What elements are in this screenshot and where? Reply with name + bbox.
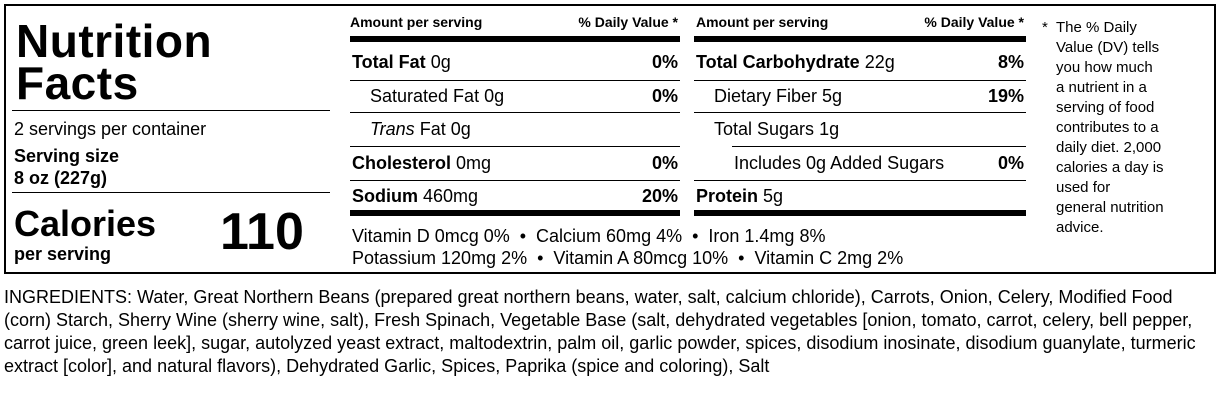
nutrient-amount: 0mg <box>456 153 492 173</box>
divider <box>694 180 1026 181</box>
added-sugars-row: Includes 0g Added Sugars <box>734 153 944 173</box>
nutrient-amount: 460mg <box>423 186 479 206</box>
nutrient-name: Total Carbohydrate <box>696 52 860 72</box>
ingredients-text: INGREDIENTS: Water, Great Northern Beans… <box>4 287 1196 376</box>
footnote-line: advice. <box>1056 219 1104 236</box>
divider <box>694 80 1026 81</box>
divider <box>350 112 680 113</box>
nutrient-name: Protein <box>696 186 759 206</box>
calories-value: 110 <box>220 203 304 261</box>
nutrient-name: Fat <box>419 119 446 139</box>
calories-per-serving: per serving <box>14 244 112 264</box>
amount-header: Amount per serving <box>696 14 829 30</box>
footnote-line: Value (DV) tells <box>1056 39 1160 56</box>
nutrient-amount: 0g <box>484 86 505 106</box>
title-line-1: Nutrition <box>16 15 213 67</box>
cholesterol-dv: 0% <box>651 153 678 173</box>
divider <box>350 80 680 81</box>
nutrient-name: Total Fat <box>352 52 426 72</box>
thick-rule <box>350 210 680 216</box>
total-carbohydrate-row: Total Carbohydrate 22g <box>696 52 895 72</box>
footnote-line: general nutrition <box>1056 199 1164 216</box>
divider <box>694 112 1026 113</box>
nutrient-amount: 5g <box>763 186 784 206</box>
vitamins-line-1: Vitamin D 0mcg 0% • Calcium 60mg 4% • Ir… <box>352 226 826 246</box>
nutrient-name: Saturated Fat <box>370 86 480 106</box>
calories-label: Calories <box>14 203 157 244</box>
title-line-2: Facts <box>16 57 139 109</box>
daily-value-header: % Daily Value * <box>578 14 678 30</box>
nutrient-name-italic: Trans <box>370 119 415 139</box>
divider <box>12 192 330 193</box>
footnote-line: you how much <box>1056 59 1153 76</box>
thick-rule <box>350 36 680 42</box>
footnote-line: serving of food <box>1056 99 1155 116</box>
amount-header: Amount per serving <box>350 14 483 30</box>
divider <box>12 110 330 111</box>
serving-size-label: Serving size <box>14 146 120 166</box>
nutrient-name: Total Sugars <box>714 119 815 139</box>
nutrient-amount: 0g <box>430 52 451 72</box>
total-sugars-row: Total Sugars 1g <box>714 119 839 139</box>
saturated-fat-dv: 0% <box>651 86 678 106</box>
trans-fat-row: Trans Fat 0g <box>370 119 471 139</box>
nutrient-name: Sodium <box>352 186 418 206</box>
daily-value-header: % Daily Value * <box>924 14 1024 30</box>
footnote-star: * <box>1042 19 1048 36</box>
cholesterol-row: Cholesterol 0mg <box>352 153 491 173</box>
vitamins-line-2: Potassium 120mg 2% • Vitamin A 80mcg 10%… <box>352 248 904 268</box>
nutrient-name: Includes 0g Added Sugars <box>734 153 945 173</box>
nutrient-amount: 0g <box>450 119 471 139</box>
servings-per-container: 2 servings per container <box>14 119 207 139</box>
nutrition-facts-panel: Nutrition Facts 2 servings per container… <box>4 4 1216 274</box>
protein-row: Protein 5g <box>696 186 783 206</box>
thick-rule <box>694 36 1026 42</box>
thick-rule <box>694 210 1026 216</box>
nutrient-amount: 5g <box>822 86 843 106</box>
nutrient-amount: 22g <box>864 52 895 72</box>
serving-size-value: 8 oz (227g) <box>14 168 108 188</box>
nutrient-name: Cholesterol <box>352 153 452 173</box>
footnote-line: used for <box>1056 179 1111 196</box>
divider <box>350 146 680 147</box>
divider <box>732 146 1026 147</box>
saturated-fat-row: Saturated Fat 0g <box>370 86 504 106</box>
footnote-line: daily diet. 2,000 <box>1056 139 1162 156</box>
added-sugars-dv: 0% <box>997 153 1024 173</box>
total-fat-row: Total Fat 0g <box>352 52 451 72</box>
total-carbohydrate-dv: 8% <box>997 52 1024 72</box>
footnote-line: calories a day is <box>1056 159 1164 176</box>
footnote-text: The % Daily Value (DV) tells you how muc… <box>1056 18 1206 238</box>
footnote-line: a nutrient in a <box>1056 79 1147 96</box>
title: Nutrition Facts <box>16 15 213 109</box>
footnote-line: contributes to a <box>1056 119 1159 136</box>
sodium-dv: 20% <box>641 186 678 206</box>
nutrient-name: Dietary Fiber <box>714 86 818 106</box>
dietary-fiber-row: Dietary Fiber 5g <box>714 86 842 106</box>
dietary-fiber-dv: 19% <box>987 86 1024 106</box>
footnote-line: The % Daily <box>1056 19 1137 36</box>
total-fat-dv: 0% <box>651 52 678 72</box>
nutrient-amount: 1g <box>819 119 840 139</box>
divider <box>350 180 680 181</box>
sodium-row: Sodium 460mg <box>352 186 478 206</box>
